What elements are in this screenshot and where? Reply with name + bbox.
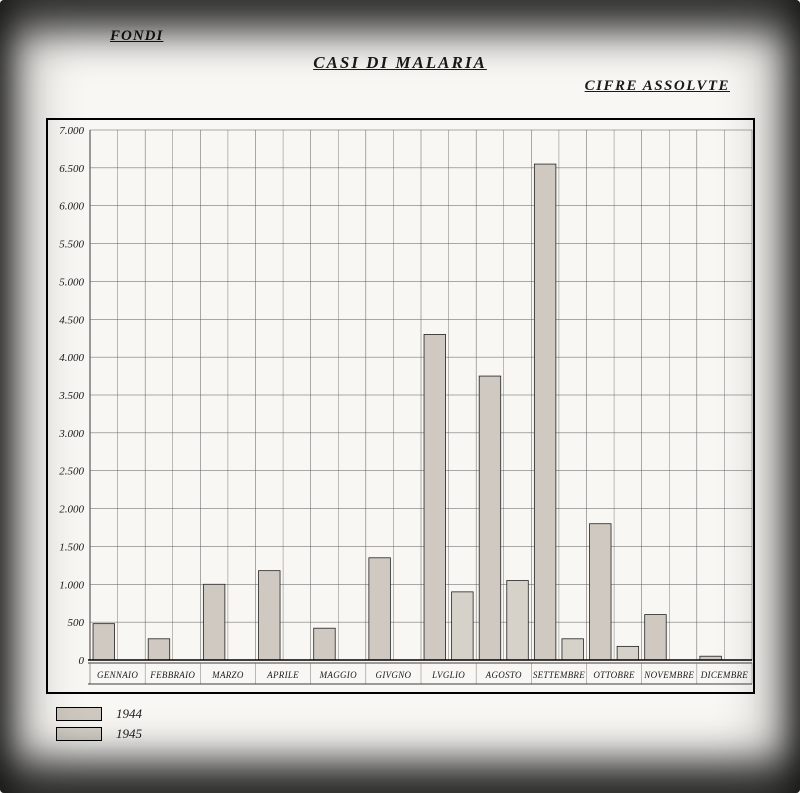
bar: [590, 524, 612, 660]
svg-text:DICEMBRE: DICEMBRE: [700, 670, 749, 680]
header-left: FONDI: [110, 28, 163, 45]
bar: [314, 628, 336, 660]
svg-text:GIVGNO: GIVGNO: [376, 670, 412, 680]
svg-text:0: 0: [79, 655, 85, 667]
legend-row: 1944: [56, 706, 142, 722]
svg-text:500: 500: [68, 617, 85, 629]
bar: [507, 581, 529, 661]
svg-text:MARZO: MARZO: [211, 670, 244, 680]
svg-text:1.000: 1.000: [59, 579, 84, 591]
chart-svg: 0 500 1.000 1.500 2.000 2.500 3.000 3.500 4.000 4…: [48, 120, 753, 692]
svg-text:2.500: 2.500: [59, 466, 84, 478]
bar: [534, 164, 556, 660]
bar: [148, 639, 170, 660]
svg-text:SETTEMBRE: SETTEMBRE: [533, 670, 585, 680]
svg-text:7.000: 7.000: [59, 125, 84, 137]
legend-row: 1945: [56, 726, 142, 742]
legend-label-1945: 1945: [116, 726, 142, 742]
legend-swatch-1944: [56, 707, 102, 721]
svg-text:6.000: 6.000: [59, 201, 84, 213]
svg-text:3.500: 3.500: [58, 390, 84, 402]
svg-text:4.000: 4.000: [59, 352, 84, 364]
svg-text:5.000: 5.000: [59, 276, 84, 288]
chart-title: CASI DI MALARIA: [0, 53, 800, 73]
svg-text:APRILE: APRILE: [266, 670, 299, 680]
bar: [93, 624, 115, 660]
svg-text:4.500: 4.500: [59, 314, 84, 326]
svg-text:5.500: 5.500: [59, 239, 84, 251]
svg-text:6.500: 6.500: [59, 163, 84, 175]
legend: 1944 1945: [56, 706, 142, 746]
bar: [562, 639, 584, 660]
bar: [203, 584, 225, 660]
svg-text:OTTOBRE: OTTOBRE: [593, 670, 635, 680]
bar: [369, 558, 391, 660]
svg-text:GENNAIO: GENNAIO: [97, 670, 138, 680]
page: FONDI CASI DI MALARIA CIFRE ASSOLVTE 0 50…: [0, 0, 800, 793]
bar: [479, 376, 501, 660]
svg-text:MAGGIO: MAGGIO: [319, 670, 357, 680]
svg-text:FEBBRAIO: FEBBRAIO: [149, 670, 195, 680]
svg-text:3.000: 3.000: [58, 428, 84, 440]
svg-text:1.500: 1.500: [59, 541, 84, 553]
legend-label-1944: 1944: [116, 706, 142, 722]
bar: [259, 571, 281, 660]
svg-text:LVGLIO: LVGLIO: [431, 670, 465, 680]
bar: [645, 615, 667, 660]
chart-frame: 0 500 1.000 1.500 2.000 2.500 3.000 3.500 4.000 4…: [46, 118, 755, 694]
bar: [424, 334, 446, 660]
svg-text:NOVEMBRE: NOVEMBRE: [643, 670, 694, 680]
bar: [617, 646, 639, 660]
svg-text:2.000: 2.000: [59, 504, 84, 516]
bar: [452, 592, 474, 660]
svg-text:AGOSTO: AGOSTO: [485, 670, 522, 680]
legend-swatch-1945: [56, 727, 102, 741]
header-right: CIFRE ASSOLVTE: [585, 78, 730, 95]
